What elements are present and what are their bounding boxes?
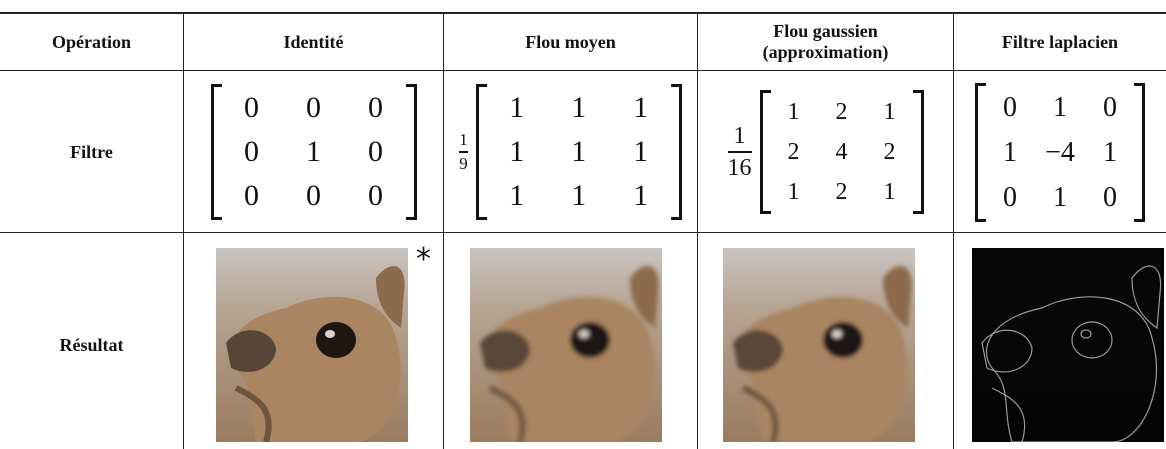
matrix-entry: 1: [1053, 91, 1067, 123]
matrix-entry: 1: [571, 91, 587, 124]
header-cell: Flou moyen: [444, 14, 697, 70]
header-cell: Filtre laplacien: [954, 14, 1166, 70]
matrix-entry: 1: [883, 179, 896, 205]
matrix-entry: 2: [835, 179, 848, 205]
header-text: Flou gaussien: [773, 21, 878, 41]
matrix-entry: 1: [633, 135, 649, 168]
matrix: 0 1 0 1 −4 1 0 1 0: [975, 82, 1145, 222]
header-text: Filtre laplacien: [1001, 31, 1119, 52]
matrix-entry: 1: [787, 179, 800, 205]
matrix-entry: 0: [368, 135, 383, 168]
matrix-entry: 2: [787, 139, 800, 165]
matrix-entry: 1: [883, 99, 896, 125]
fraction-bar: [459, 151, 468, 153]
matrix-entry: 1: [787, 99, 800, 125]
matrix-entry: 4: [835, 139, 848, 165]
header-text: Identité: [283, 31, 344, 52]
denominator: 16: [727, 154, 752, 181]
filter-cell: 1 16 1 2 1 2 4 2 1 2 1: [698, 72, 953, 232]
matrix-entry: 1: [571, 179, 587, 212]
matrix-entry: 0: [306, 179, 321, 212]
row-label: Résultat: [59, 335, 124, 355]
matrix-entry: 2: [883, 139, 896, 165]
result-image: [972, 248, 1164, 442]
filter-cell: 0 1 0 1 −4 1 0 1 0: [954, 72, 1166, 232]
matrix-entry: 0: [1003, 91, 1017, 123]
result-image: [216, 248, 408, 442]
matrix-entry: 0: [368, 179, 383, 212]
header-cell: Opération: [0, 14, 183, 70]
denominator: 9: [459, 153, 468, 173]
column-rule: [443, 14, 444, 449]
header-cell: Flou gaussien (approximation): [698, 14, 953, 70]
matrix: 1 1 1 1 1 1 1 1 1: [475, 84, 682, 220]
matrix-entry: 2: [835, 99, 848, 125]
matrix-entry: 0: [244, 135, 259, 168]
matrix-entry: 0: [244, 179, 259, 212]
matrix-entry: 1: [571, 135, 587, 168]
matrix-entry: −4: [1045, 136, 1075, 168]
column-rule: [697, 14, 698, 449]
fraction-bar: [727, 151, 752, 153]
row-rule: [0, 232, 1166, 233]
matrix-entry: 1: [1053, 181, 1067, 213]
matrix-entry: 1: [509, 179, 525, 212]
matrix-entry: 1: [1103, 136, 1117, 168]
matrix-entry: 1: [306, 135, 321, 168]
top-rule: [0, 12, 1166, 14]
matrix-entry: 0: [368, 91, 383, 124]
header-text: (approximation): [762, 42, 889, 62]
row-label: Filtre: [70, 142, 113, 162]
numerator: 1: [733, 122, 746, 149]
filter-cell: 0 0 0 0 1 0 0 0 0: [184, 72, 443, 232]
header-text: Flou moyen: [525, 31, 616, 52]
header-rule: [0, 70, 1166, 71]
note-mark: *: [416, 242, 431, 277]
header-cell: Identité: [184, 14, 443, 70]
matrix-entry: 0: [1103, 91, 1117, 123]
column-rule: [183, 14, 184, 449]
matrix: 0 0 0 0 1 0 0 0 0: [210, 84, 417, 220]
numerator: 1: [459, 129, 468, 149]
matrix-entry: 1: [1003, 136, 1017, 168]
matrix-entry: 1: [633, 91, 649, 124]
matrix-entry: 1: [509, 135, 525, 168]
matrix-entry: 0: [1003, 181, 1017, 213]
matrix-entry: 0: [244, 91, 259, 124]
matrix-entry: 0: [306, 91, 321, 124]
result-image: [470, 248, 662, 442]
column-rule: [953, 14, 954, 449]
matrix-entry: 1: [509, 91, 525, 124]
matrix-entry: 1: [633, 179, 649, 212]
result-image: [723, 248, 915, 442]
matrix: 1 2 1 2 4 2 1 2 1: [759, 90, 924, 214]
fraction: 1 16: [727, 122, 752, 181]
header-text: Opération: [52, 31, 131, 52]
matrix-entry: 0: [1103, 181, 1117, 213]
